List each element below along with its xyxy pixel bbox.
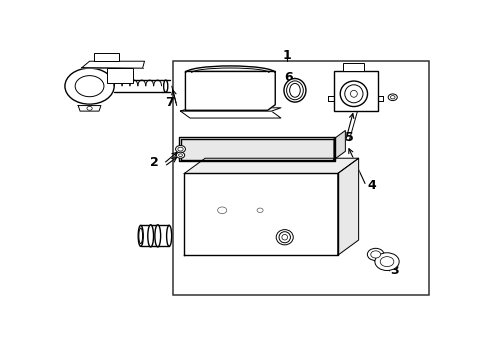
Polygon shape (337, 158, 358, 255)
Text: 5: 5 (344, 131, 353, 144)
Bar (343, 63, 364, 71)
Ellipse shape (289, 84, 300, 97)
Bar (106, 68, 133, 84)
Bar (173, 61, 428, 296)
Ellipse shape (163, 80, 167, 92)
Circle shape (178, 147, 183, 151)
Polygon shape (180, 139, 333, 159)
Ellipse shape (147, 225, 153, 247)
Ellipse shape (350, 90, 357, 97)
Polygon shape (78, 105, 101, 111)
Text: 3: 3 (389, 264, 398, 277)
Ellipse shape (276, 230, 293, 245)
Ellipse shape (286, 81, 303, 100)
Ellipse shape (344, 85, 362, 103)
Bar (333, 71, 377, 111)
Circle shape (176, 152, 184, 158)
Ellipse shape (281, 234, 287, 240)
Polygon shape (333, 131, 345, 159)
Ellipse shape (138, 225, 143, 246)
Circle shape (366, 248, 383, 261)
Circle shape (75, 76, 104, 97)
Circle shape (178, 154, 182, 157)
Ellipse shape (139, 228, 142, 244)
Ellipse shape (340, 81, 367, 107)
Circle shape (370, 251, 380, 258)
Circle shape (374, 253, 398, 270)
Circle shape (257, 208, 263, 212)
Ellipse shape (155, 225, 161, 247)
Circle shape (387, 94, 396, 100)
Circle shape (380, 257, 393, 267)
Text: 4: 4 (367, 179, 375, 193)
Circle shape (87, 107, 92, 110)
Circle shape (217, 207, 226, 213)
Polygon shape (185, 72, 275, 110)
Polygon shape (180, 111, 280, 118)
Polygon shape (184, 174, 337, 255)
Polygon shape (180, 151, 345, 159)
Text: 7: 7 (164, 96, 173, 109)
Polygon shape (180, 108, 280, 111)
Circle shape (389, 96, 394, 99)
Polygon shape (82, 61, 144, 68)
Text: 2: 2 (149, 156, 158, 169)
Circle shape (65, 68, 114, 104)
Text: 1: 1 (282, 49, 290, 62)
Ellipse shape (279, 232, 290, 243)
Ellipse shape (166, 225, 171, 246)
Polygon shape (184, 158, 358, 174)
Bar (94, 53, 119, 61)
Text: 6: 6 (284, 71, 292, 84)
Bar (179, 138, 334, 161)
Circle shape (175, 145, 185, 153)
Ellipse shape (284, 78, 305, 102)
